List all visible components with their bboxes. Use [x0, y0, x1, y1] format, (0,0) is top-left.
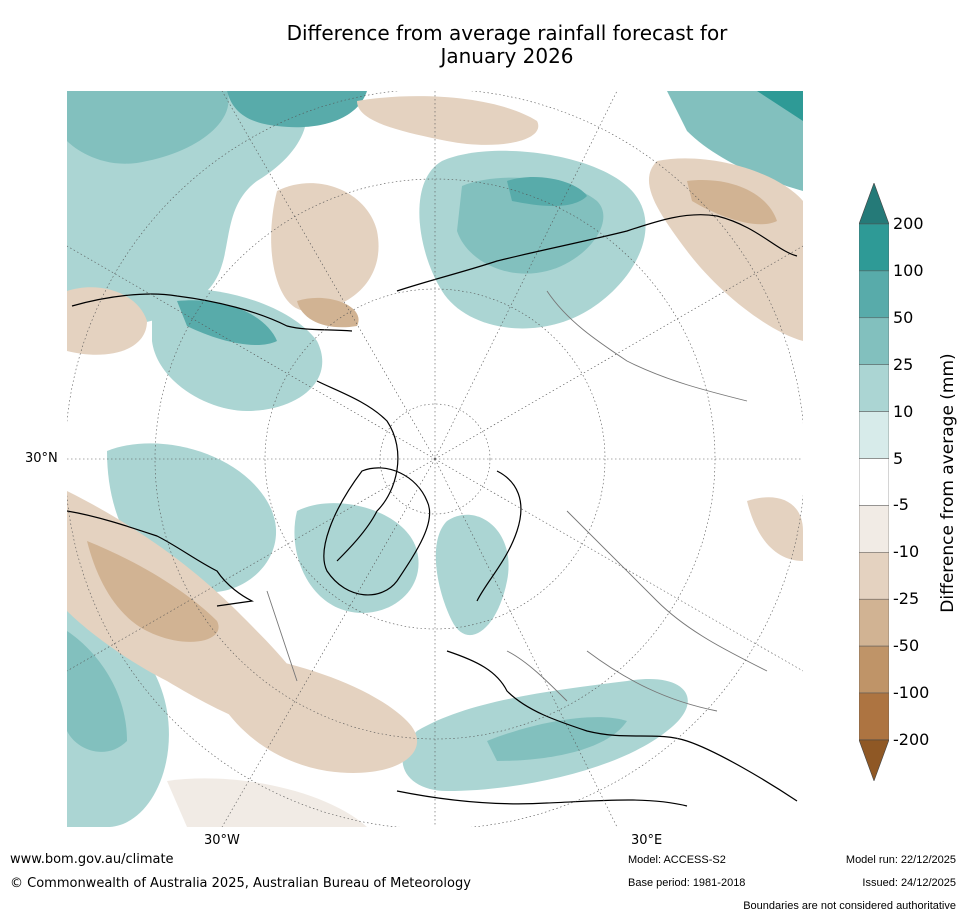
north-atlantic-wet-core — [67, 91, 229, 164]
alaska-wet-core — [177, 300, 277, 346]
ne-corner-wet-core — [757, 91, 803, 121]
greenland-coast — [323, 467, 431, 596]
colorbar-segment — [859, 411, 889, 459]
meridian-60e — [434, 458, 803, 672]
footer-disclaimer: Boundaries are not considered authoritat… — [743, 900, 956, 912]
polar-rainfall-map — [67, 91, 803, 827]
colorbar-segment — [859, 645, 889, 694]
footer-model: Model: ACCESS-S2 — [628, 854, 726, 866]
boundary-1 — [546, 290, 748, 402]
meridian-60w — [67, 458, 436, 672]
north-america-dry-core — [87, 541, 219, 642]
east-edge-dry — [747, 497, 803, 561]
ne-corner-wet — [667, 91, 803, 191]
colorbar-segment — [859, 598, 889, 647]
boundary-4 — [586, 650, 718, 712]
alaska-coast — [71, 293, 353, 332]
lat-label-30n: 30°N — [25, 451, 58, 466]
colorbar-cap-top — [859, 183, 889, 225]
canadian-archipelago — [316, 380, 399, 562]
graticule — [67, 91, 803, 827]
land-boundaries — [266, 290, 768, 712]
bering-dry-core — [297, 297, 359, 328]
boundary-2 — [566, 510, 768, 672]
colorbar-segment — [859, 364, 889, 412]
meridian-30e — [434, 458, 618, 827]
arctic-ocean-dry — [357, 96, 539, 145]
wet-anomaly-regions — [67, 91, 803, 827]
atlantic-dry — [197, 651, 418, 773]
footer-issued: Issued: 24/12/2025 — [862, 877, 956, 889]
pacific-wet-core — [67, 631, 127, 752]
colorbar-segment — [859, 270, 889, 319]
east-asia-dry-core — [687, 180, 777, 225]
colorbar-segment — [859, 692, 889, 741]
coastlines — [67, 214, 798, 807]
europe-wet — [435, 514, 509, 636]
colorbar-tick-label: -25 — [893, 589, 920, 609]
africa-coast — [396, 790, 688, 807]
colorbar-cap-bottom — [859, 739, 889, 781]
map-title-line-1: Difference from average rainfall forecas… — [286, 21, 728, 45]
lat-ring-2 — [264, 288, 606, 630]
siberia-coast — [396, 214, 798, 292]
mediterranean-wet-core — [487, 717, 627, 761]
light-dry-1 — [167, 778, 367, 827]
colorbar-tick-label: -200 — [893, 729, 930, 749]
footer-website: www.bom.gov.au/climate — [10, 852, 174, 867]
colorbar-segment — [859, 317, 889, 365]
colorbar-label: Difference from average (mm) — [938, 353, 958, 613]
dry-anomaly-regions — [67, 96, 803, 827]
map-canvas — [67, 91, 803, 827]
boundary-5 — [266, 590, 298, 682]
greenland-wet — [294, 503, 419, 613]
colorbar-segment — [859, 458, 889, 506]
meridian-30w — [221, 458, 436, 827]
colorbar-tick-label: 200 — [893, 214, 924, 233]
bering-dry — [271, 183, 379, 311]
meridian-150e — [434, 91, 618, 460]
colorbar-tick-label: -50 — [893, 636, 920, 656]
lon-label-30e: 30°E — [631, 833, 663, 848]
footer-base-period: Base period: 1981-2018 — [628, 877, 746, 889]
scandinavia-coast — [476, 470, 522, 602]
footer-model-run: Model run: 22/12/2025 — [845, 854, 956, 866]
lon-label-30w: 30°W — [204, 833, 240, 848]
colorbar — [859, 183, 889, 781]
colorbar-tick-label: 5 — [893, 448, 904, 468]
siberia-wet-core-2 — [507, 176, 587, 206]
colorbar-tick-label: 10 — [893, 401, 914, 421]
north-america-coast — [67, 510, 254, 607]
footer-copyright: © Commonwealth of Australia 2025, Austra… — [10, 876, 471, 891]
europe-coast — [446, 650, 798, 802]
colorbar-tick-label: 100 — [893, 260, 924, 280]
west-atlantic-dry — [67, 287, 147, 355]
colorbar-tick-label: -5 — [893, 495, 909, 515]
map-title-line-2: January 2026 — [440, 44, 574, 68]
boundary-3 — [506, 650, 568, 702]
colorbar-segment — [859, 505, 889, 553]
map-title: Difference from average rainfall forecas… — [0, 22, 965, 68]
meridian-120w — [67, 245, 436, 460]
colorbar-tick-label: -100 — [893, 683, 930, 702]
colorbar-tick-label: 50 — [893, 307, 914, 327]
colorbar-tick-label: -10 — [893, 542, 920, 562]
nw-wet-core — [227, 91, 367, 128]
meridian-120e — [434, 245, 803, 460]
colorbar-segment — [859, 223, 889, 272]
colorbar-tick-label: 25 — [893, 354, 914, 374]
meridian-150w — [221, 91, 436, 460]
colorbar-segment — [859, 552, 889, 600]
